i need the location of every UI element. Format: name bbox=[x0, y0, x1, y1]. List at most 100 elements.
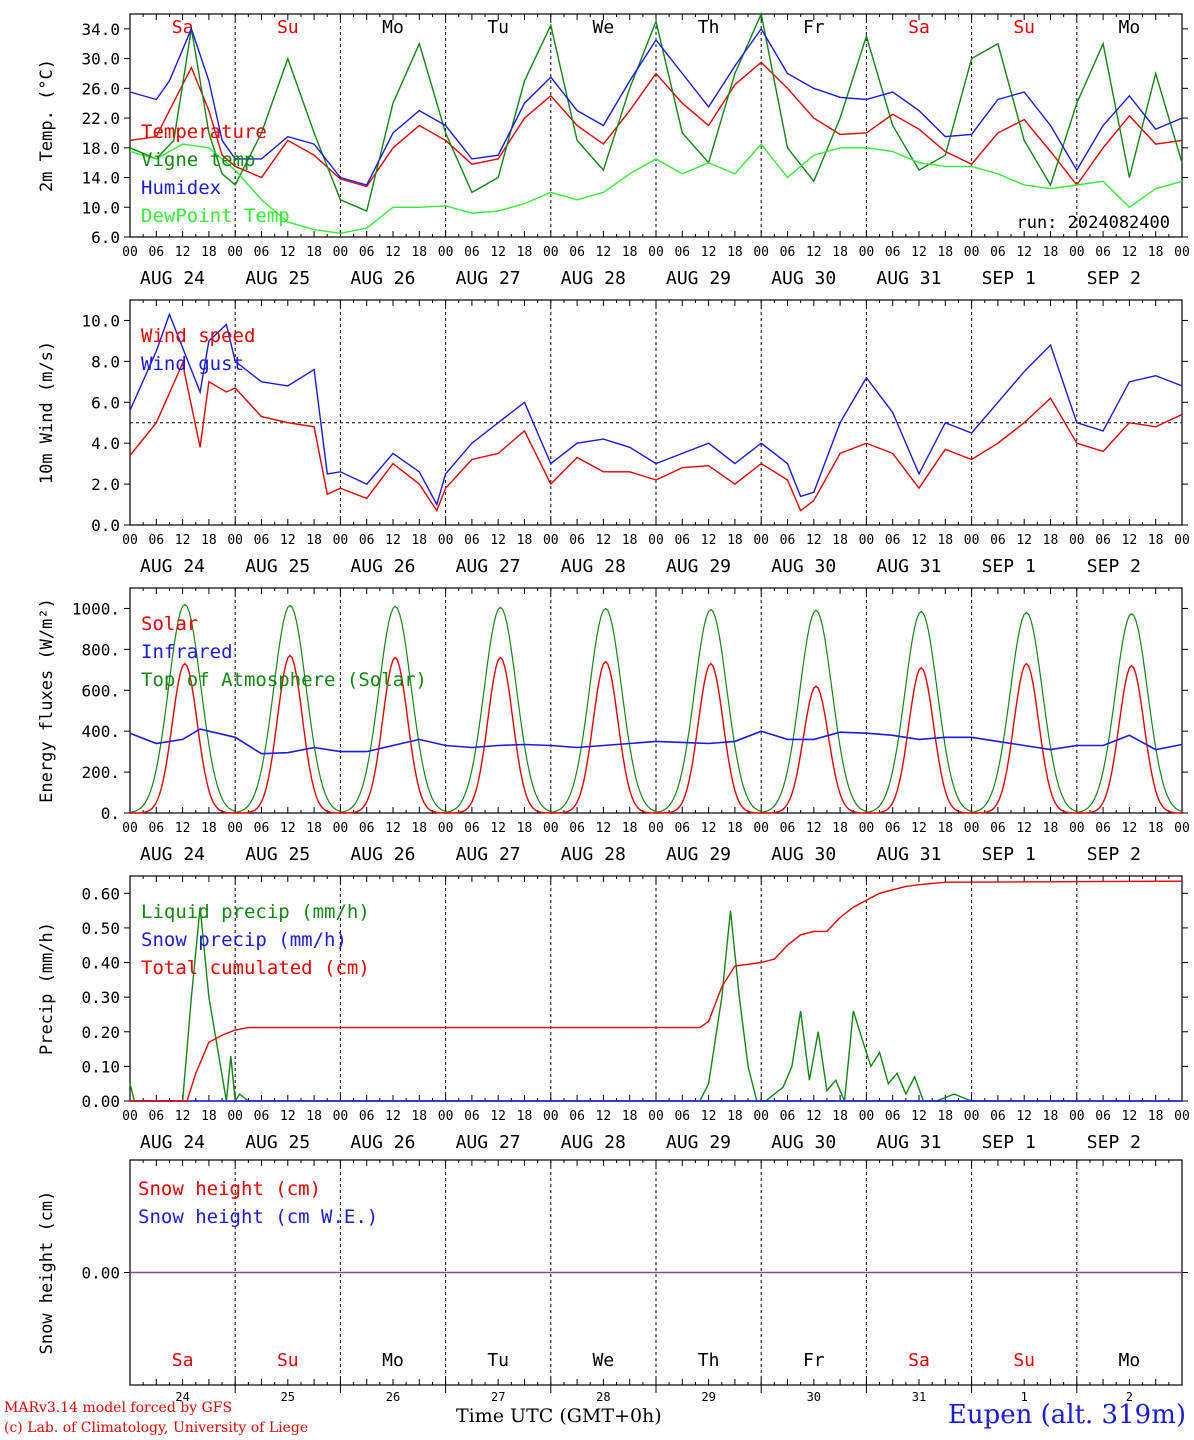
y-tick-label: 34.0 bbox=[81, 20, 120, 39]
hour-tick-label: 18 bbox=[727, 533, 743, 548]
day-label: AUG 25 bbox=[245, 268, 310, 289]
hour-tick-label: 06 bbox=[569, 245, 585, 260]
hour-tick-label: 18 bbox=[622, 245, 638, 260]
hour-tick-label: 12 bbox=[280, 533, 296, 548]
weekday-label: Sa bbox=[172, 17, 194, 38]
y-axis-label: 10m Wind (m/s) bbox=[37, 341, 57, 484]
day-label: SEP 2 bbox=[1087, 268, 1141, 289]
hour-tick-label: 18 bbox=[1148, 245, 1164, 260]
hour-tick-label: 00 bbox=[122, 1109, 138, 1124]
run-label: run: 2024082400 bbox=[1016, 213, 1170, 233]
hour-tick-label: 06 bbox=[569, 821, 585, 836]
legend-entry: Solar bbox=[141, 613, 198, 635]
hour-tick-label: 00 bbox=[438, 533, 454, 548]
day-label: SEP 2 bbox=[1087, 844, 1141, 865]
hour-tick-label: 12 bbox=[701, 533, 717, 548]
hour-tick-label: 00 bbox=[227, 1109, 243, 1124]
day-label: AUG 28 bbox=[561, 844, 626, 865]
hour-tick-label: 00 bbox=[1174, 533, 1190, 548]
hour-tick-label: 12 bbox=[280, 1109, 296, 1124]
weekday-label: Sa bbox=[908, 17, 930, 38]
y-tick-label: 22.0 bbox=[81, 109, 120, 128]
hour-tick-label: 00 bbox=[438, 821, 454, 836]
hour-tick-label: 18 bbox=[937, 1109, 953, 1124]
hour-tick-label: 00 bbox=[859, 1109, 875, 1124]
y-tick-label: 30.0 bbox=[81, 50, 120, 69]
y-tick-label: 800. bbox=[81, 640, 120, 659]
day-label: AUG 27 bbox=[456, 844, 521, 865]
hour-tick-label: 06 bbox=[359, 533, 375, 548]
hour-tick-label: 18 bbox=[832, 821, 848, 836]
day-number-label: 30 bbox=[807, 1390, 821, 1404]
hour-tick-label: 06 bbox=[885, 1109, 901, 1124]
hour-tick-label: 18 bbox=[1148, 821, 1164, 836]
hour-tick-label: 12 bbox=[701, 245, 717, 260]
toa-solar-line bbox=[445, 606, 552, 813]
hour-tick-label: 00 bbox=[1174, 245, 1190, 260]
hour-tick-label: 06 bbox=[359, 245, 375, 260]
series-line-4 bbox=[129, 143, 1183, 235]
hour-tick-label: 12 bbox=[911, 245, 927, 260]
hour-tick-label: 00 bbox=[1174, 821, 1190, 836]
hour-tick-label: 00 bbox=[227, 245, 243, 260]
hour-tick-label: 18 bbox=[1148, 533, 1164, 548]
weekday-label: Mo bbox=[1119, 17, 1141, 38]
legend-entry: Temperature bbox=[141, 121, 267, 143]
hour-tick-label: 12 bbox=[596, 1109, 612, 1124]
day-label: AUG 26 bbox=[350, 268, 415, 289]
hour-tick-label: 00 bbox=[543, 821, 559, 836]
hour-tick-label: 12 bbox=[385, 245, 401, 260]
hour-tick-label: 06 bbox=[464, 1109, 480, 1124]
hour-tick-label: 12 bbox=[1122, 821, 1138, 836]
hour-tick-label: 06 bbox=[885, 533, 901, 548]
hour-tick-label: 00 bbox=[438, 1109, 454, 1124]
hour-tick-label: 00 bbox=[438, 245, 454, 260]
legend-entry: Humidex bbox=[141, 177, 221, 199]
solar-line bbox=[550, 660, 657, 814]
hour-tick-label: 18 bbox=[201, 821, 217, 836]
hour-tick-label: 06 bbox=[674, 245, 690, 260]
y-tick-label: 6.0 bbox=[91, 393, 120, 412]
weekday-label: Su bbox=[1013, 17, 1035, 38]
hour-tick-label: 06 bbox=[254, 245, 270, 260]
hour-tick-label: 18 bbox=[727, 821, 743, 836]
y-tick-label: 400. bbox=[81, 722, 120, 741]
day-label: AUG 24 bbox=[140, 1132, 205, 1153]
y-tick-label: 0. bbox=[101, 804, 120, 823]
hour-tick-label: 06 bbox=[1095, 245, 1111, 260]
day-number-label: 2 bbox=[1126, 1390, 1133, 1404]
weekday-label: Fr bbox=[803, 1350, 825, 1371]
hour-tick-label: 06 bbox=[1095, 533, 1111, 548]
hour-tick-label: 00 bbox=[1069, 1109, 1085, 1124]
y-tick-label: 0.00 bbox=[81, 1092, 120, 1111]
hour-tick-label: 00 bbox=[543, 245, 559, 260]
hour-tick-label: 12 bbox=[385, 533, 401, 548]
legend-entry: Vigne temp bbox=[141, 149, 255, 171]
hour-tick-label: 12 bbox=[911, 821, 927, 836]
y-tick-label: 0.50 bbox=[81, 919, 120, 938]
legend-entry: Snow height (cm W.E.) bbox=[138, 1206, 378, 1228]
legend-entry: DewPoint Temp bbox=[141, 205, 290, 227]
hour-tick-label: 06 bbox=[885, 821, 901, 836]
hour-tick-label: 18 bbox=[306, 533, 322, 548]
y-tick-label: 8.0 bbox=[91, 352, 120, 371]
day-number-label: 1 bbox=[1021, 1390, 1028, 1404]
weekday-label: Th bbox=[698, 17, 720, 38]
hour-tick-label: 12 bbox=[175, 533, 191, 548]
station-name: Eupen (alt. 319m) bbox=[947, 1400, 1186, 1430]
day-label: AUG 27 bbox=[456, 1132, 521, 1153]
hour-tick-label: 18 bbox=[517, 245, 533, 260]
hour-tick-label: 12 bbox=[490, 1109, 506, 1124]
toa-solar-line bbox=[340, 605, 446, 813]
weekday-label: Sa bbox=[172, 1350, 194, 1371]
day-label: AUG 24 bbox=[140, 844, 205, 865]
weekday-label: Mo bbox=[1119, 1350, 1141, 1371]
legend-entry: Snow height (cm) bbox=[138, 1178, 321, 1200]
hour-tick-label: 06 bbox=[780, 245, 796, 260]
toa-solar-line bbox=[761, 609, 867, 813]
hour-tick-label: 18 bbox=[306, 821, 322, 836]
hour-tick-label: 00 bbox=[753, 245, 769, 260]
y-tick-label: 2.0 bbox=[91, 475, 120, 494]
panel-3-frame bbox=[129, 587, 1183, 814]
hour-tick-label: 06 bbox=[990, 821, 1006, 836]
